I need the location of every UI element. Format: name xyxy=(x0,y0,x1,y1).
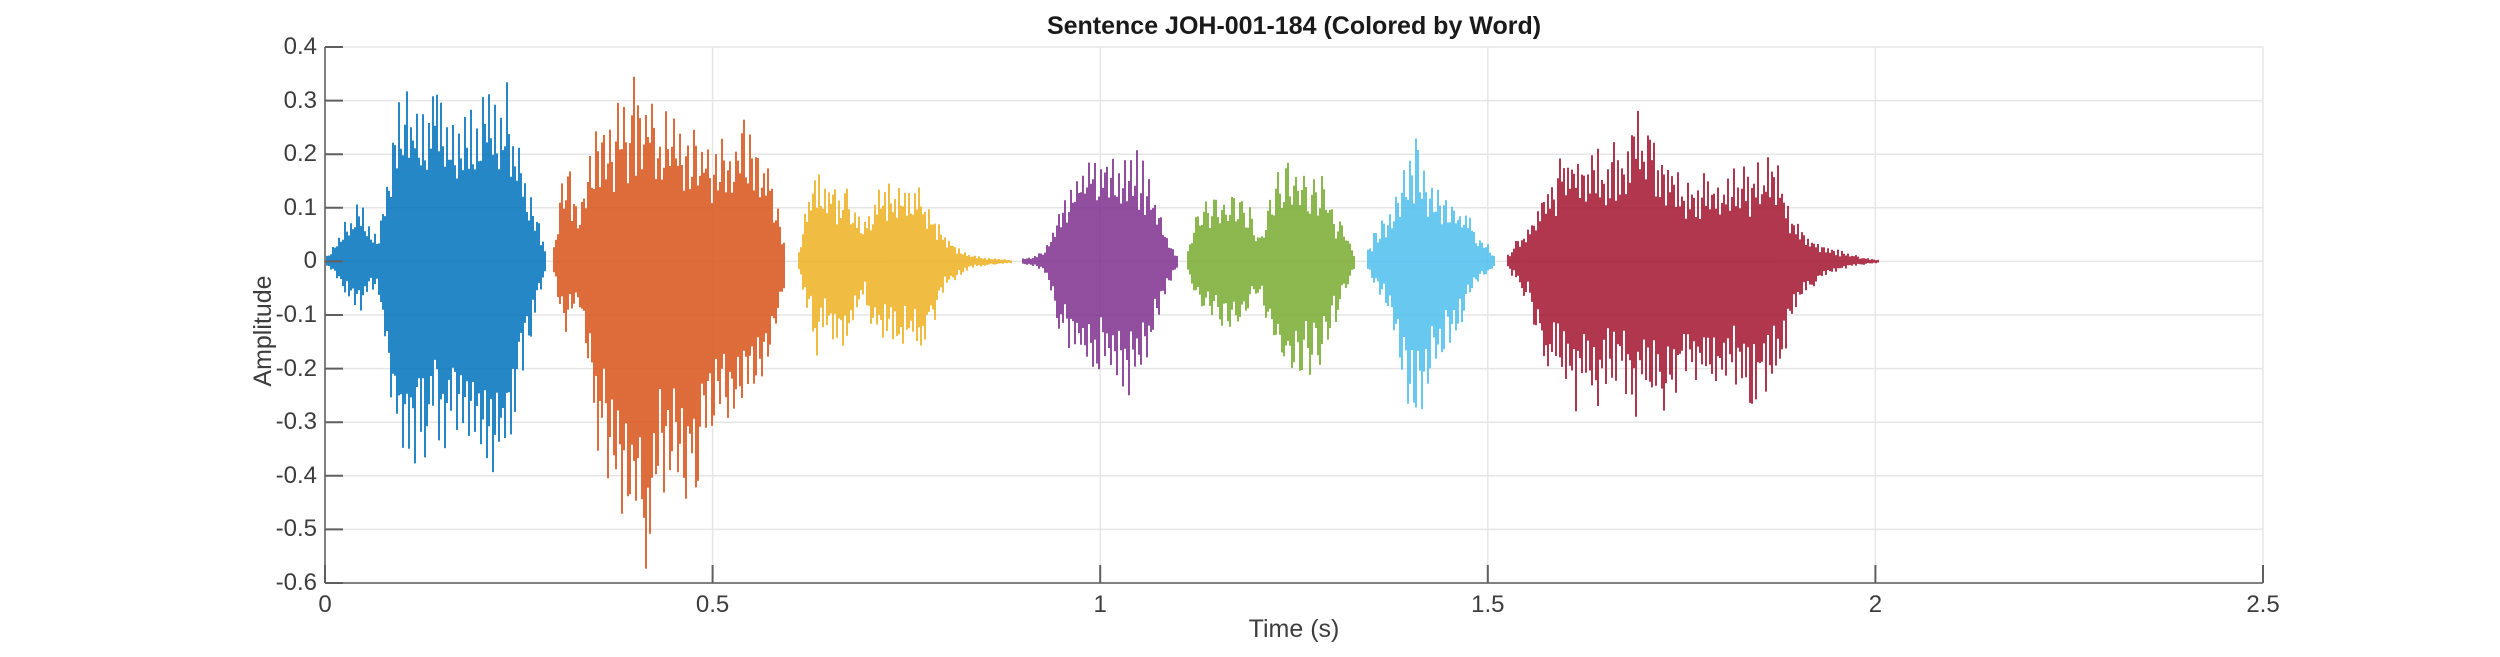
waveform-word-5 xyxy=(1187,162,1355,375)
y-tick-label: 0.4 xyxy=(283,33,317,60)
x-tick-label: 2.5 xyxy=(2246,591,2280,618)
x-tick-label: 1 xyxy=(1093,591,1107,618)
y-tick-label: 0.3 xyxy=(283,86,317,114)
x-tick-label: 1.5 xyxy=(1471,591,1505,618)
x-axis-label: Time (s) xyxy=(1248,615,1340,643)
waveform-word-7 xyxy=(1507,110,1879,417)
y-tick-label: -0.5 xyxy=(275,515,317,543)
y-tick-label: -0.2 xyxy=(275,354,317,382)
axis-tick-marks xyxy=(324,46,2264,584)
waveform-word-3 xyxy=(798,174,1012,356)
y-tick-label: 0 xyxy=(303,247,317,275)
waveform-word-6 xyxy=(1367,138,1495,410)
x-tick-label: 2 xyxy=(1868,591,1883,618)
x-tick-label: 0.5 xyxy=(695,591,730,618)
waveform-word-1 xyxy=(326,82,546,473)
waveform-word-2 xyxy=(553,76,785,569)
y-tick-label: -0.1 xyxy=(275,301,317,328)
y-tick-label: -0.6 xyxy=(275,569,317,596)
y-tick-label: -0.3 xyxy=(275,408,317,436)
waveform-word-4 xyxy=(1022,150,1178,396)
y-tick-label: -0.4 xyxy=(275,461,317,489)
chart-title: Sentence JOH-001-184 (Colored by Word) xyxy=(1046,12,1542,40)
y-tick-label: 0.2 xyxy=(283,140,317,168)
x-tick-label: 0 xyxy=(318,591,332,618)
y-tick-label: 0.1 xyxy=(283,193,317,221)
